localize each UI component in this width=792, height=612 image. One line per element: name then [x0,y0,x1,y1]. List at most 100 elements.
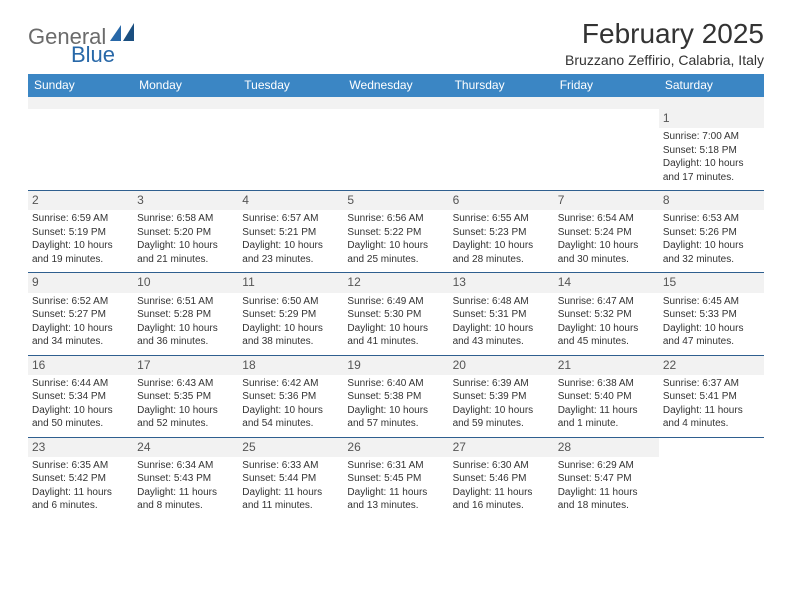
sunset-text: Sunset: 5:47 PM [558,472,655,486]
day-number: 1 [659,109,764,128]
sunrise-text: Sunrise: 6:42 AM [242,377,339,391]
sunrise-text: Sunrise: 6:31 AM [347,459,444,473]
title-block: February 2025 Bruzzano Zeffirio, Calabri… [565,18,764,68]
day-cell: 28Sunrise: 6:29 AMSunset: 5:47 PMDayligh… [554,438,659,519]
day-cell: 27Sunrise: 6:30 AMSunset: 5:46 PMDayligh… [449,438,554,519]
day-number: 5 [343,191,448,210]
weekday-header: Monday [133,74,238,97]
daylight-text: Daylight: 11 hours and 11 minutes. [242,486,339,513]
daylight-text: Daylight: 11 hours and 6 minutes. [32,486,129,513]
daylight-text: Daylight: 10 hours and 36 minutes. [137,322,234,349]
daylight-text: Daylight: 10 hours and 47 minutes. [663,322,760,349]
day-number: 19 [343,356,448,375]
sunrise-text: Sunrise: 6:54 AM [558,212,655,226]
sunset-text: Sunset: 5:32 PM [558,308,655,322]
sunset-text: Sunset: 5:24 PM [558,226,655,240]
daylight-text: Daylight: 10 hours and 25 minutes. [347,239,444,266]
daylight-text: Daylight: 11 hours and 4 minutes. [663,404,760,431]
sunset-text: Sunset: 5:38 PM [347,390,444,404]
sunrise-text: Sunrise: 6:59 AM [32,212,129,226]
sunrise-text: Sunrise: 6:44 AM [32,377,129,391]
sunrise-text: Sunrise: 6:52 AM [32,295,129,309]
day-cell: 23 Sunrise: 6:35 AMSunset: 5:42 PMDayligh… [28,438,133,519]
sunset-text: Sunset: 5:23 PM [453,226,550,240]
empty-cell [133,109,238,190]
day-number: 23 [28,438,133,457]
day-number: 4 [238,191,343,210]
daylight-text: Daylight: 11 hours and 13 minutes. [347,486,444,513]
sunset-text: Sunset: 5:26 PM [663,226,760,240]
sunrise-text: Sunrise: 6:38 AM [558,377,655,391]
weekday-header: Thursday [449,74,554,97]
calendar-page: General Blue February 2025 Bruzzano Zeff… [0,0,792,519]
weekday-header-row: SundayMondayTuesdayWednesdayThursdayFrid… [28,74,764,97]
day-number: 27 [449,438,554,457]
day-number: 21 [554,356,659,375]
sunrise-text: Sunrise: 6:29 AM [558,459,655,473]
day-cell: 21Sunrise: 6:38 AMSunset: 5:40 PMDayligh… [554,356,659,437]
sunset-text: Sunset: 5:31 PM [453,308,550,322]
sunrise-text: Sunrise: 6:49 AM [347,295,444,309]
daylight-text: Daylight: 10 hours and 54 minutes. [242,404,339,431]
daylight-text: Daylight: 10 hours and 43 minutes. [453,322,550,349]
sunset-text: Sunset: 5:29 PM [242,308,339,322]
sunset-text: Sunset: 5:35 PM [137,390,234,404]
sunrise-text: Sunrise: 6:35 AM [32,459,129,473]
sunset-text: Sunset: 5:44 PM [242,472,339,486]
logo-text-blue: Blue [71,42,115,68]
day-number: 18 [238,356,343,375]
day-number: 7 [554,191,659,210]
sunset-text: Sunset: 5:22 PM [347,226,444,240]
day-number: 20 [449,356,554,375]
sunrise-text: Sunrise: 6:34 AM [137,459,234,473]
day-number: 13 [449,273,554,292]
day-cell: 25Sunrise: 6:33 AMSunset: 5:44 PMDayligh… [238,438,343,519]
daylight-text: Daylight: 10 hours and 32 minutes. [663,239,760,266]
day-cell: 5Sunrise: 6:56 AMSunset: 5:22 PMDaylight… [343,191,448,272]
daylight-text: Daylight: 10 hours and 41 minutes. [347,322,444,349]
day-number: 11 [238,273,343,292]
day-cell: 2Sunrise: 6:59 AMSunset: 5:19 PMDaylight… [28,191,133,272]
sunrise-text: Sunrise: 6:55 AM [453,212,550,226]
daylight-text: Daylight: 11 hours and 16 minutes. [453,486,550,513]
sunset-text: Sunset: 5:36 PM [242,390,339,404]
day-number: 12 [343,273,448,292]
weekday-header: Wednesday [343,74,448,97]
sunset-text: Sunset: 5:41 PM [663,390,760,404]
sunrise-text: Sunrise: 6:58 AM [137,212,234,226]
day-cell: 4Sunrise: 6:57 AMSunset: 5:21 PMDaylight… [238,191,343,272]
day-cell: 3Sunrise: 6:58 AMSunset: 5:20 PMDaylight… [133,191,238,272]
day-cell: 17Sunrise: 6:43 AMSunset: 5:35 PMDayligh… [133,356,238,437]
weekday-header: Sunday [28,74,133,97]
empty-cell [238,109,343,190]
sunset-text: Sunset: 5:18 PM [663,144,760,158]
day-cell: 26Sunrise: 6:31 AMSunset: 5:45 PMDayligh… [343,438,448,519]
daylight-text: Daylight: 10 hours and 19 minutes. [32,239,129,266]
day-cell: 15Sunrise: 6:45 AMSunset: 5:33 PMDayligh… [659,273,764,354]
weekday-header: Friday [554,74,659,97]
week-row: 1Sunrise: 7:00 AMSunset: 5:18 PMDaylight… [28,109,764,190]
daylight-text: Daylight: 11 hours and 1 minute. [558,404,655,431]
sunrise-text: Sunrise: 6:57 AM [242,212,339,226]
location-text: Bruzzano Zeffirio, Calabria, Italy [565,52,764,68]
week-row: 9Sunrise: 6:52 AMSunset: 5:27 PMDaylight… [28,272,764,354]
sunset-text: Sunset: 5:42 PM [32,472,129,486]
day-cell: 8Sunrise: 6:53 AMSunset: 5:26 PMDaylight… [659,191,764,272]
day-cell: 22Sunrise: 6:37 AMSunset: 5:41 PMDayligh… [659,356,764,437]
day-number: 15 [659,273,764,292]
sunset-text: Sunset: 5:21 PM [242,226,339,240]
sunrise-text: Sunrise: 6:51 AM [137,295,234,309]
sunrise-text: Sunrise: 6:50 AM [242,295,339,309]
page-header: General Blue February 2025 Bruzzano Zeff… [28,18,764,68]
sunset-text: Sunset: 5:19 PM [32,226,129,240]
day-cell: 20Sunrise: 6:39 AMSunset: 5:39 PMDayligh… [449,356,554,437]
day-number: 10 [133,273,238,292]
daylight-text: Daylight: 10 hours and 34 minutes. [32,322,129,349]
daylight-text: Daylight: 11 hours and 8 minutes. [137,486,234,513]
sunrise-text: Sunrise: 6:30 AM [453,459,550,473]
day-cell: 11Sunrise: 6:50 AMSunset: 5:29 PMDayligh… [238,273,343,354]
sunrise-text: Sunrise: 6:53 AM [663,212,760,226]
daylight-text: Daylight: 10 hours and 21 minutes. [137,239,234,266]
day-cell: 9Sunrise: 6:52 AMSunset: 5:27 PMDaylight… [28,273,133,354]
sunset-text: Sunset: 5:27 PM [32,308,129,322]
